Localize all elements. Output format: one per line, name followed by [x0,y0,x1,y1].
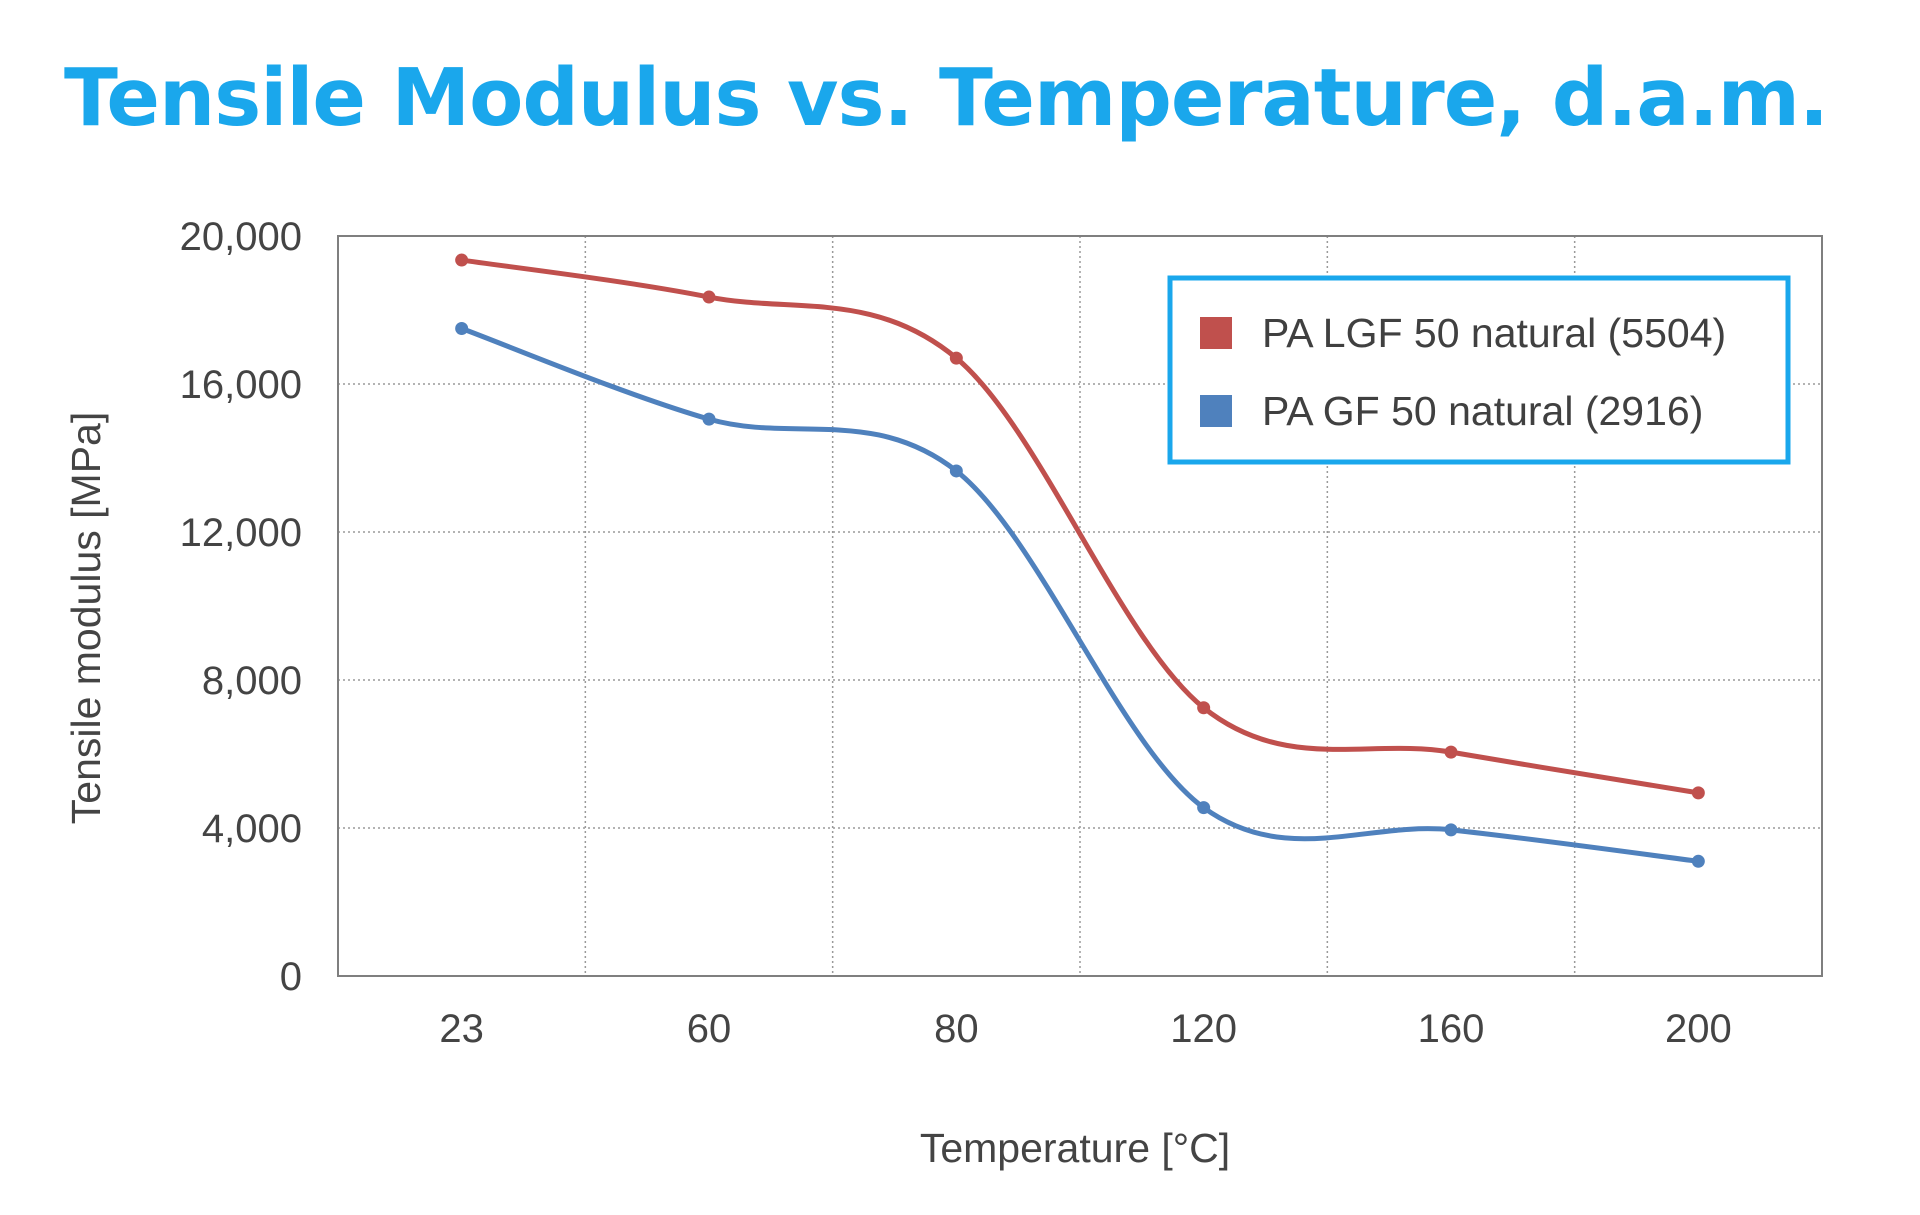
x-tick-label: 120 [1170,1007,1237,1051]
data-point [1444,745,1458,759]
legend-items: PA LGF 50 natural (5504) PA GF 50 natural… [1200,310,1726,434]
plot-area [337,235,1823,977]
x-axis-ticks: 23 60 80 120 160 200 [439,1007,1731,1051]
series-layer [455,253,1705,868]
series-2 [455,322,1705,868]
legend-label: PA LGF 50 natural (5504) [1262,310,1726,356]
series-1 [455,253,1705,800]
legend-swatch [1200,317,1232,349]
x-tick-label: 60 [687,1007,732,1051]
x-tick-label: 80 [934,1007,979,1051]
data-point [1197,801,1211,815]
legend-item: PA LGF 50 natural (5504) [1200,310,1726,356]
data-point [702,290,716,304]
legend-label: PA GF 50 natural (2916) [1262,388,1703,434]
legend-swatch [1200,395,1232,427]
series-line [460,326,1699,864]
data-point [1197,701,1211,715]
data-point [1691,786,1705,800]
data-point [949,351,963,365]
y-tick-label: 12,000 [180,511,302,555]
y-axis-title: Tensile modulus [MPa] [63,412,109,824]
data-point [455,322,469,335]
y-tick-label: 20,000 [180,215,302,259]
page-title: Tensile Modulus vs. Temperature, d.a.m. [64,52,1829,144]
x-tick-label: 200 [1665,1007,1732,1051]
data-point [1691,854,1705,868]
x-tick-label: 160 [1418,1007,1485,1051]
x-axis-title: Temperature [°C] [920,1125,1230,1171]
y-tick-label: 4,000 [202,807,302,851]
data-point [949,464,963,478]
x-tick-label: 23 [439,1007,484,1051]
y-axis-ticks: 0 4,000 8,000 12,000 16,000 20,000 [180,215,302,999]
legend: PA LGF 50 natural (5504) PA GF 50 natural… [1167,275,1791,465]
series-line [461,257,1699,796]
y-tick-label: 16,000 [180,363,302,407]
data-point [455,253,469,267]
legend-item: PA GF 50 natural (2916) [1200,388,1703,434]
data-point [702,412,716,426]
legend-box [1167,275,1791,465]
y-tick-label: 0 [280,955,302,999]
data-point [1444,823,1458,837]
y-tick-label: 8,000 [202,659,302,703]
